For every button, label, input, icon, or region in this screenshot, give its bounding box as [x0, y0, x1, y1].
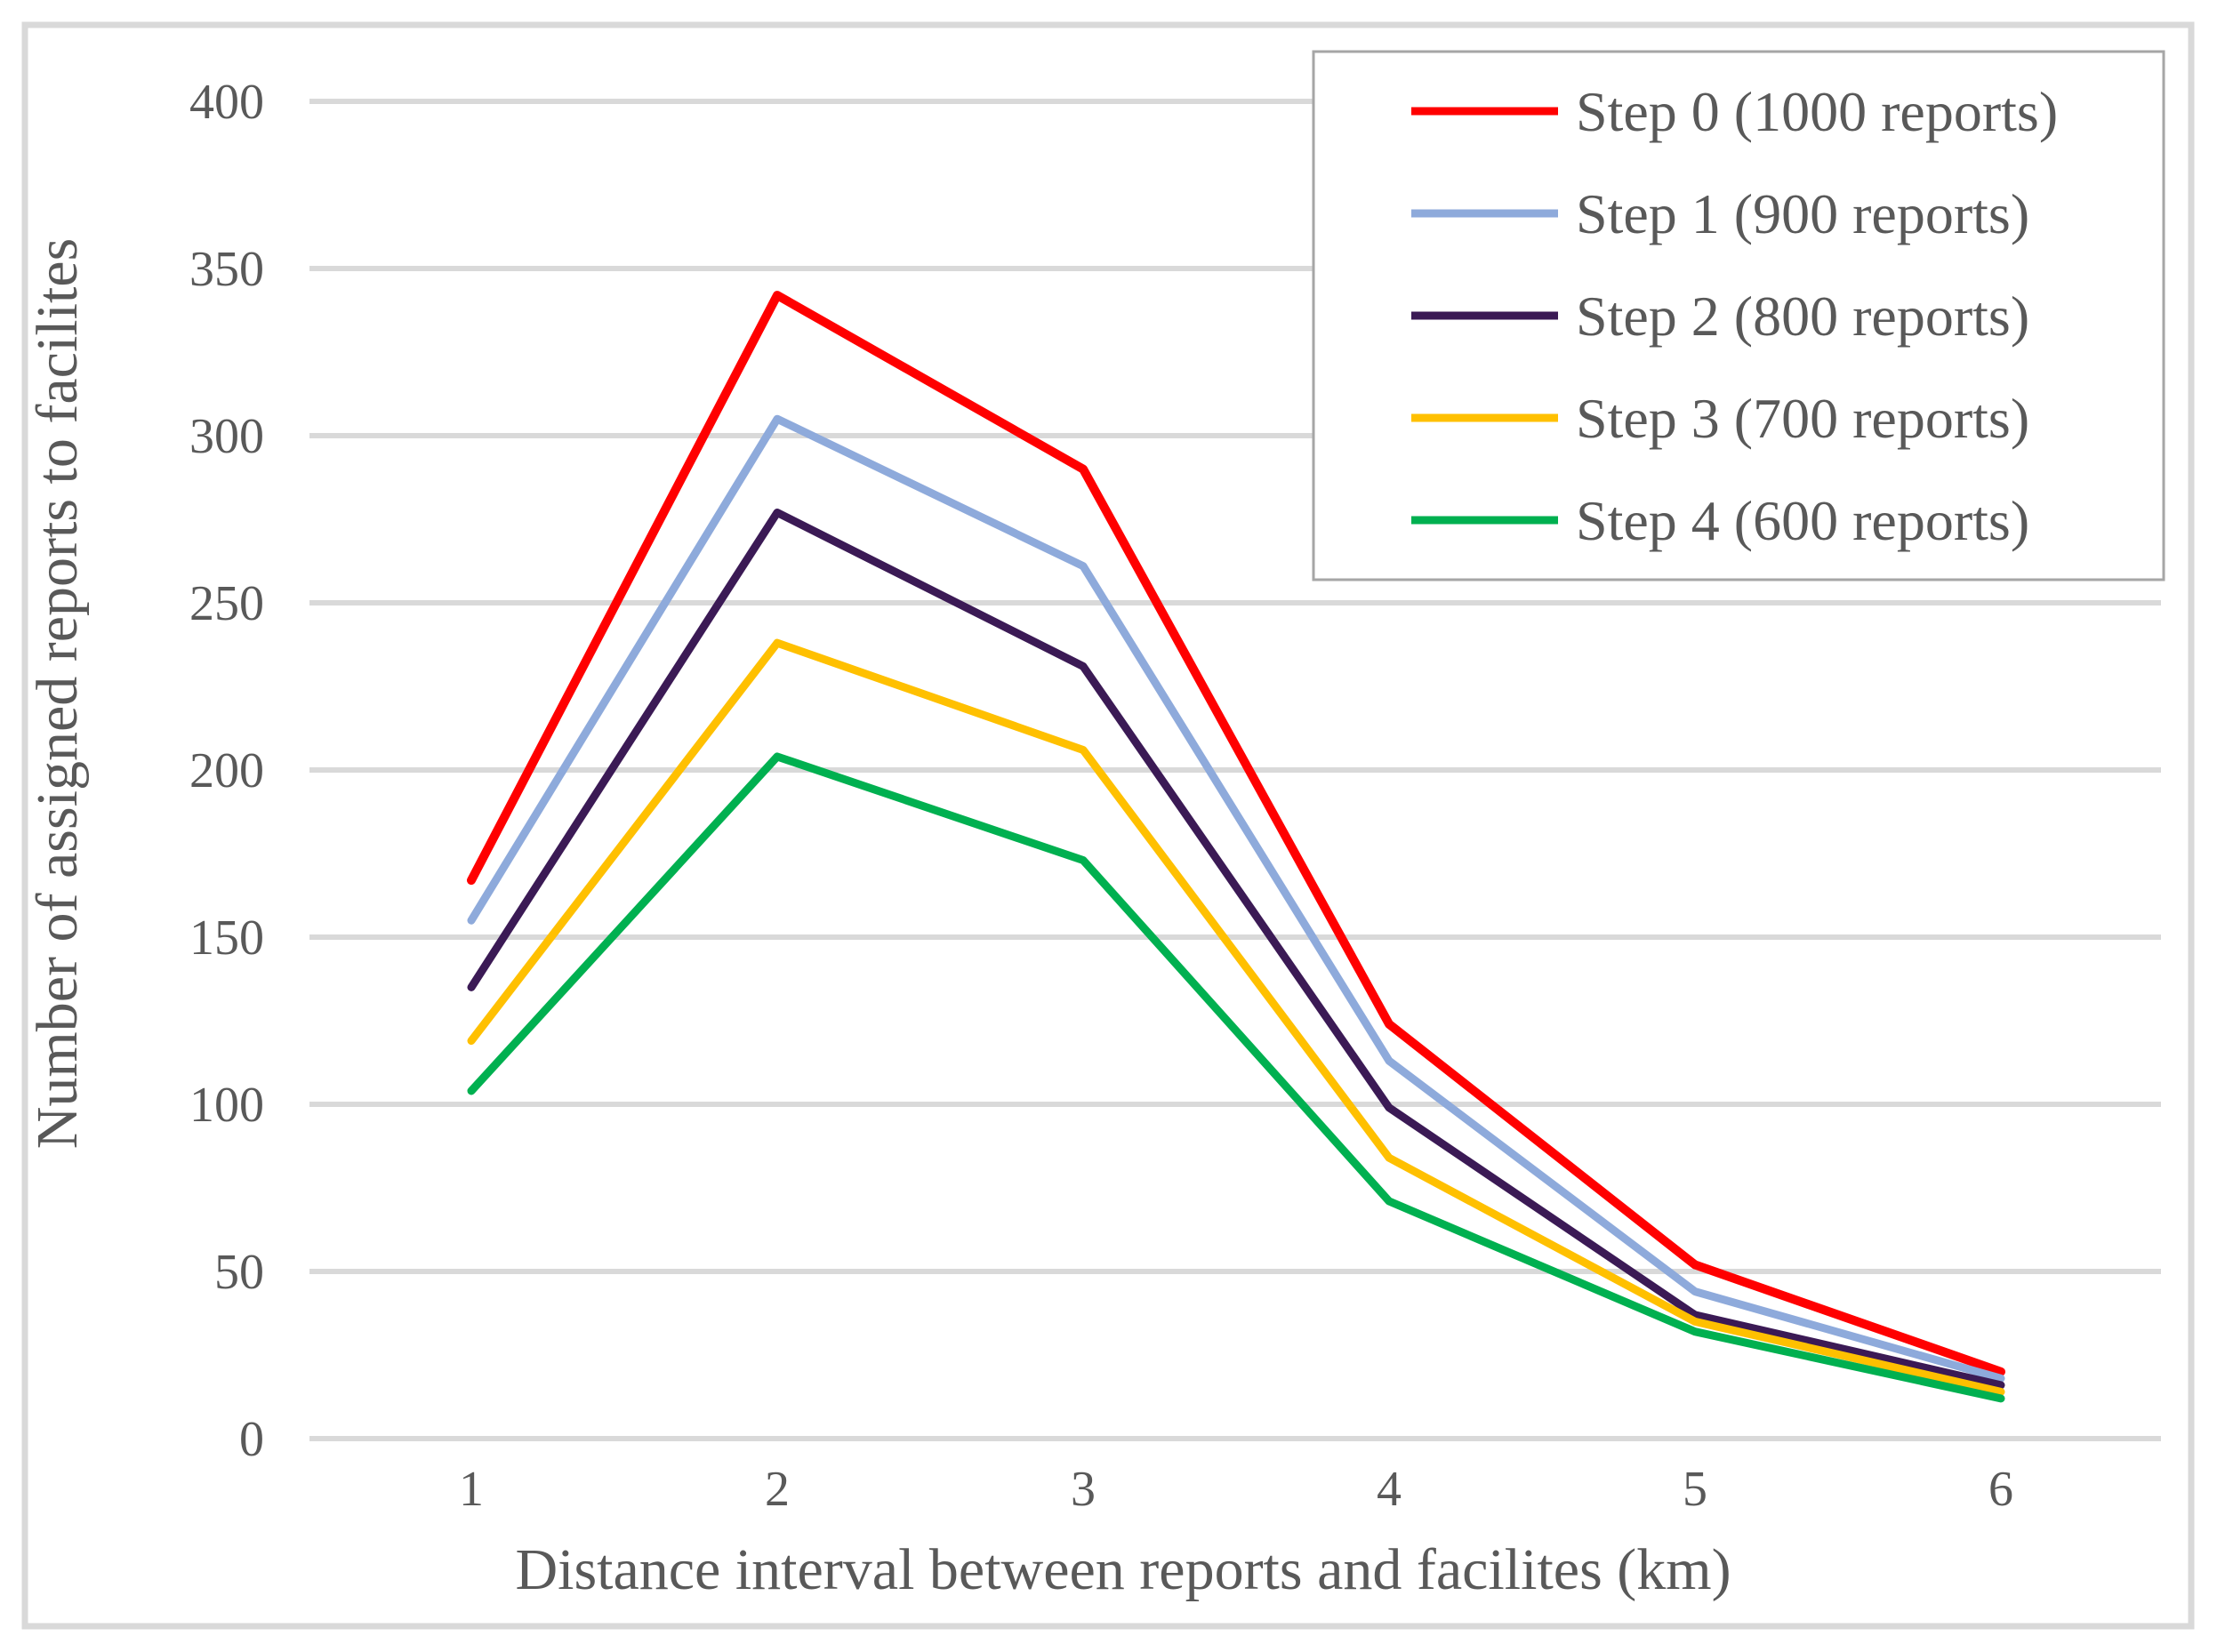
y-tick-label: 300: [189, 409, 264, 464]
x-tick-label: 6: [1988, 1462, 2013, 1517]
y-tick-label: 400: [189, 75, 264, 130]
x-tick-label: 1: [459, 1462, 484, 1517]
legend: Step 0 (1000 reports) Step 1 (900 reports…: [1312, 50, 2165, 581]
y-tick-label: 100: [189, 1078, 264, 1133]
x-tick-label: 4: [1377, 1462, 1402, 1517]
series-line-step-0: [467, 291, 2005, 1376]
legend-item: Step 1 (900 reports): [1411, 182, 2029, 245]
y-tick-label: 0: [239, 1412, 264, 1467]
series-line-step-1: [467, 414, 2005, 1383]
y-tick-label: 350: [189, 242, 264, 297]
legend-item: Step 3 (700 reports): [1411, 387, 2029, 450]
legend-label: Step 3 (700 reports): [1576, 387, 2029, 450]
legend-label: Step 0 (1000 reports): [1576, 80, 2058, 143]
x-tick-label: 2: [765, 1462, 790, 1517]
y-tick-label: 250: [189, 576, 264, 631]
x-axis-title: Distance interval between reports and fa…: [515, 1537, 1731, 1602]
legend-item: Step 4 (600 reports): [1411, 489, 2029, 552]
legend-label: Step 4 (600 reports): [1576, 489, 2029, 552]
x-tick-label: 3: [1071, 1462, 1096, 1517]
legend-item: Step 2 (800 reports): [1411, 285, 2029, 348]
series-lines: [467, 291, 2005, 1403]
series-line-step-3: [467, 638, 2005, 1396]
y-tick-label: 200: [189, 743, 264, 798]
x-axis-tick-labels: 1 2 3 4 5 6: [459, 1462, 2013, 1517]
y-axis-tick-labels: 0 50 100 150 200 250 300 350 400: [189, 75, 264, 1467]
series-line-step-4: [467, 752, 2005, 1403]
series-line-step-2: [467, 508, 2005, 1390]
y-tick-label: 150: [189, 910, 264, 966]
y-tick-label: 50: [214, 1245, 264, 1300]
legend-label: Step 2 (800 reports): [1576, 285, 2029, 348]
legend-item: Step 0 (1000 reports): [1411, 80, 2058, 143]
figure-border: [21, 21, 2195, 1630]
x-tick-label: 5: [1683, 1462, 1707, 1517]
legend-label: Step 1 (900 reports): [1576, 182, 2029, 245]
y-axis-title: Number of assigned reports to facilites: [25, 238, 90, 1150]
